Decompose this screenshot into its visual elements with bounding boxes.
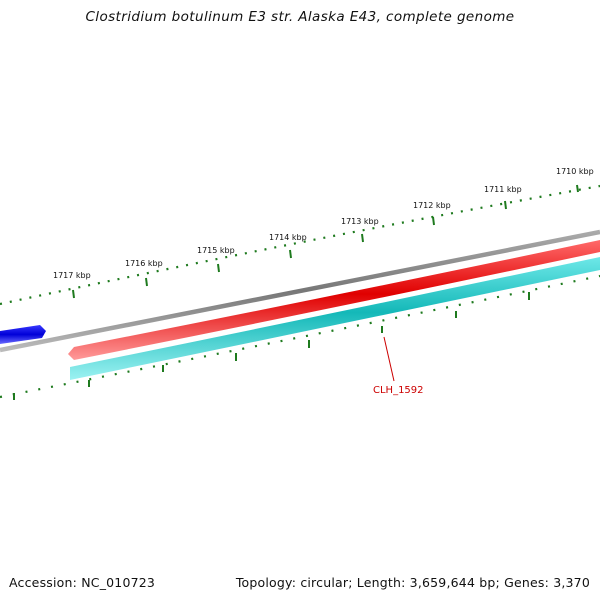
lower-track-ticks xyxy=(13,292,530,400)
gene-label-connector xyxy=(383,336,395,382)
kbp-label: 1716 kbp xyxy=(125,259,163,268)
genome-summary-text: Topology: circular; Length: 3,659,644 bp… xyxy=(235,575,590,590)
feature-track-lower xyxy=(0,274,600,399)
genome-title: Clostridium botulinum E3 str. Alaska E43… xyxy=(85,9,515,25)
kbp-label: 1710 kbp xyxy=(556,167,594,176)
genome-backbone xyxy=(0,229,600,353)
feature-reverse-teal xyxy=(70,257,600,380)
kbp-label: 1714 kbp xyxy=(269,233,307,242)
kbp-tick-labels: 1710 kbp 1711 kbp 1712 kbp 1713 kbp 1714… xyxy=(53,167,594,280)
feature-forward-red xyxy=(68,240,600,360)
kbp-label: 1715 kbp xyxy=(197,246,235,255)
gene-label-clh-1592: CLH_1592 xyxy=(373,385,424,396)
kbp-label: 1711 kbp xyxy=(484,185,522,194)
feature-arrow-blue xyxy=(0,325,46,344)
accession-text: Accession: NC_010723 xyxy=(9,575,156,590)
kbp-label: 1712 kbp xyxy=(413,201,451,210)
kbp-label: 1713 kbp xyxy=(341,217,379,226)
kbp-major-ticks xyxy=(72,184,579,299)
kbp-label: 1717 kbp xyxy=(53,271,91,280)
